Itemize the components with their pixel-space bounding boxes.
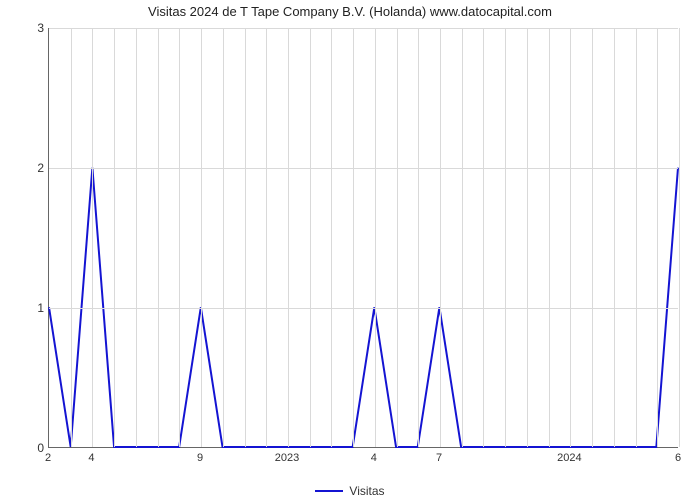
y-tick-label: 3 (4, 21, 44, 35)
grid-v (288, 28, 289, 447)
line-series (49, 28, 678, 447)
grid-v (549, 28, 550, 447)
grid-v (440, 28, 441, 447)
grid-v (614, 28, 615, 447)
plot-area (48, 28, 678, 448)
x-tick-label: 2 (45, 452, 51, 464)
x-tick-label: 6 (675, 452, 681, 464)
grid-v (245, 28, 246, 447)
grid-v (462, 28, 463, 447)
grid-v (179, 28, 180, 447)
grid-v (71, 28, 72, 447)
grid-v (375, 28, 376, 447)
grid-v (483, 28, 484, 447)
grid-v (223, 28, 224, 447)
x-tick-label: 2023 (275, 452, 299, 464)
grid-v (201, 28, 202, 447)
x-tick-label: 4 (88, 452, 94, 464)
x-tick-label: 2024 (557, 452, 581, 464)
legend: Visitas (0, 483, 700, 498)
grid-v (331, 28, 332, 447)
legend-swatch (315, 490, 343, 492)
x-tick-label: 4 (371, 452, 377, 464)
grid-v (353, 28, 354, 447)
x-tick-label: 9 (197, 452, 203, 464)
grid-v (397, 28, 398, 447)
grid-v (158, 28, 159, 447)
y-tick-label: 1 (4, 301, 44, 315)
grid-v (527, 28, 528, 447)
grid-v (136, 28, 137, 447)
legend-label: Visitas (349, 484, 384, 498)
grid-v (310, 28, 311, 447)
chart-title: Visitas 2024 de T Tape Company B.V. (Hol… (0, 4, 700, 19)
x-tick-label: 7 (436, 452, 442, 464)
y-tick-label: 0 (4, 441, 44, 455)
grid-v (266, 28, 267, 447)
grid-v (636, 28, 637, 447)
grid-v (505, 28, 506, 447)
grid-v (418, 28, 419, 447)
visits-chart: Visitas 2024 de T Tape Company B.V. (Hol… (0, 0, 700, 500)
grid-v (92, 28, 93, 447)
grid-v (570, 28, 571, 447)
grid-h (49, 308, 678, 309)
grid-v (657, 28, 658, 447)
grid-v (592, 28, 593, 447)
grid-h (49, 168, 678, 169)
y-tick-label: 2 (4, 161, 44, 175)
grid-h (49, 28, 678, 29)
grid-v (114, 28, 115, 447)
grid-v (679, 28, 680, 447)
